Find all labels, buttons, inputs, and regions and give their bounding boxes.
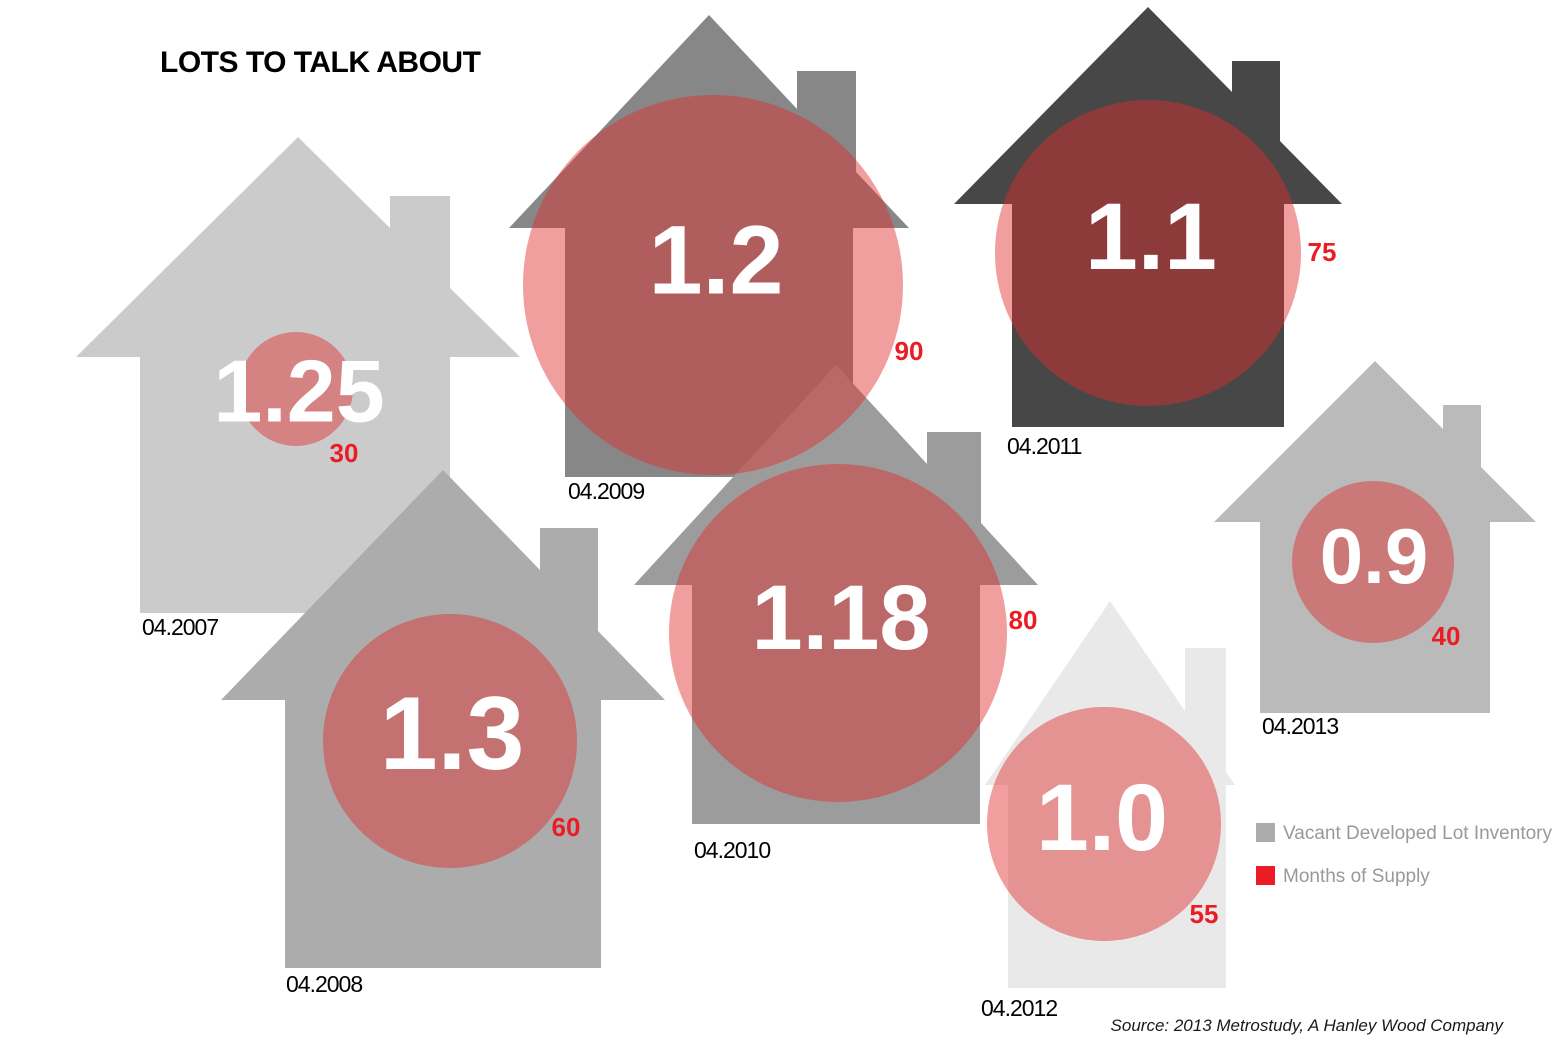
- date-label-2009: 04.2009: [568, 478, 644, 504]
- supply-bubbles-layer: [239, 95, 1454, 941]
- supply-value-2012: 55: [1190, 899, 1219, 929]
- house-shape-2008: [221, 470, 665, 968]
- inventory-value-2013: 0.9: [1320, 512, 1428, 600]
- inventory-value-2009: 1.2: [649, 206, 784, 315]
- supply-value-2010: 80: [1009, 605, 1038, 635]
- supply-bubble-2013: [1292, 481, 1454, 643]
- supply-bubble-2009: [523, 95, 903, 475]
- house-shape-2009: [509, 15, 909, 477]
- legend-label-supply: Months of Supply: [1283, 866, 1430, 887]
- house-shape-2010: [634, 365, 1038, 824]
- house-shape-2012: [985, 601, 1235, 988]
- inventory-value-2011: 1.1: [1085, 184, 1217, 290]
- supply-value-2008: 60: [552, 812, 581, 842]
- date-label-2012: 04.2012: [981, 995, 1057, 1021]
- supply-value-2007: 30: [330, 438, 359, 468]
- date-label-2011: 04.2011: [1007, 433, 1082, 459]
- houses-layer: [76, 7, 1536, 988]
- supply-bubble-2008: [323, 614, 577, 868]
- supply-value-2011: 75: [1308, 237, 1337, 267]
- supply-bubble-2012: [987, 707, 1221, 941]
- source-note: Source: 2013 Metrostudy, A Hanley Wood C…: [1111, 1016, 1505, 1035]
- legend-swatch-inventory: [1256, 823, 1275, 842]
- inventory-value-2007: 1.25: [213, 342, 384, 441]
- legend-label-inventory: Vacant Developed Lot Inventory: [1283, 823, 1552, 844]
- date-label-2010: 04.2010: [694, 837, 770, 863]
- house-shape-2007: [76, 137, 520, 613]
- house-shape-2011: [954, 7, 1342, 427]
- supply-bubble-2011: [995, 100, 1301, 406]
- legend: Vacant Developed Lot Inventory Months of…: [1256, 823, 1552, 887]
- house-shape-2013: [1214, 361, 1536, 713]
- supply-value-2013: 40: [1432, 621, 1461, 651]
- inventory-value-2008: 1.3: [380, 676, 525, 792]
- supply-value-2009: 90: [895, 336, 924, 366]
- supply-bubble-2007: [239, 332, 353, 446]
- date-label-2007: 04.2007: [142, 614, 218, 640]
- supply-bubble-2010: [669, 464, 1007, 802]
- inventory-value-2010: 1.18: [751, 567, 930, 669]
- chart-title: LOTS TO TALK ABOUT: [160, 46, 481, 79]
- inventory-value-2012: 1.0: [1036, 765, 1168, 871]
- labels-layer: LOTS TO TALK ABOUT 1.25 1.3 1.2 1.18 1.1…: [142, 46, 1552, 1035]
- legend-swatch-supply: [1256, 866, 1275, 885]
- date-label-2008: 04.2008: [286, 971, 362, 997]
- date-label-2013: 04.2013: [1262, 713, 1338, 739]
